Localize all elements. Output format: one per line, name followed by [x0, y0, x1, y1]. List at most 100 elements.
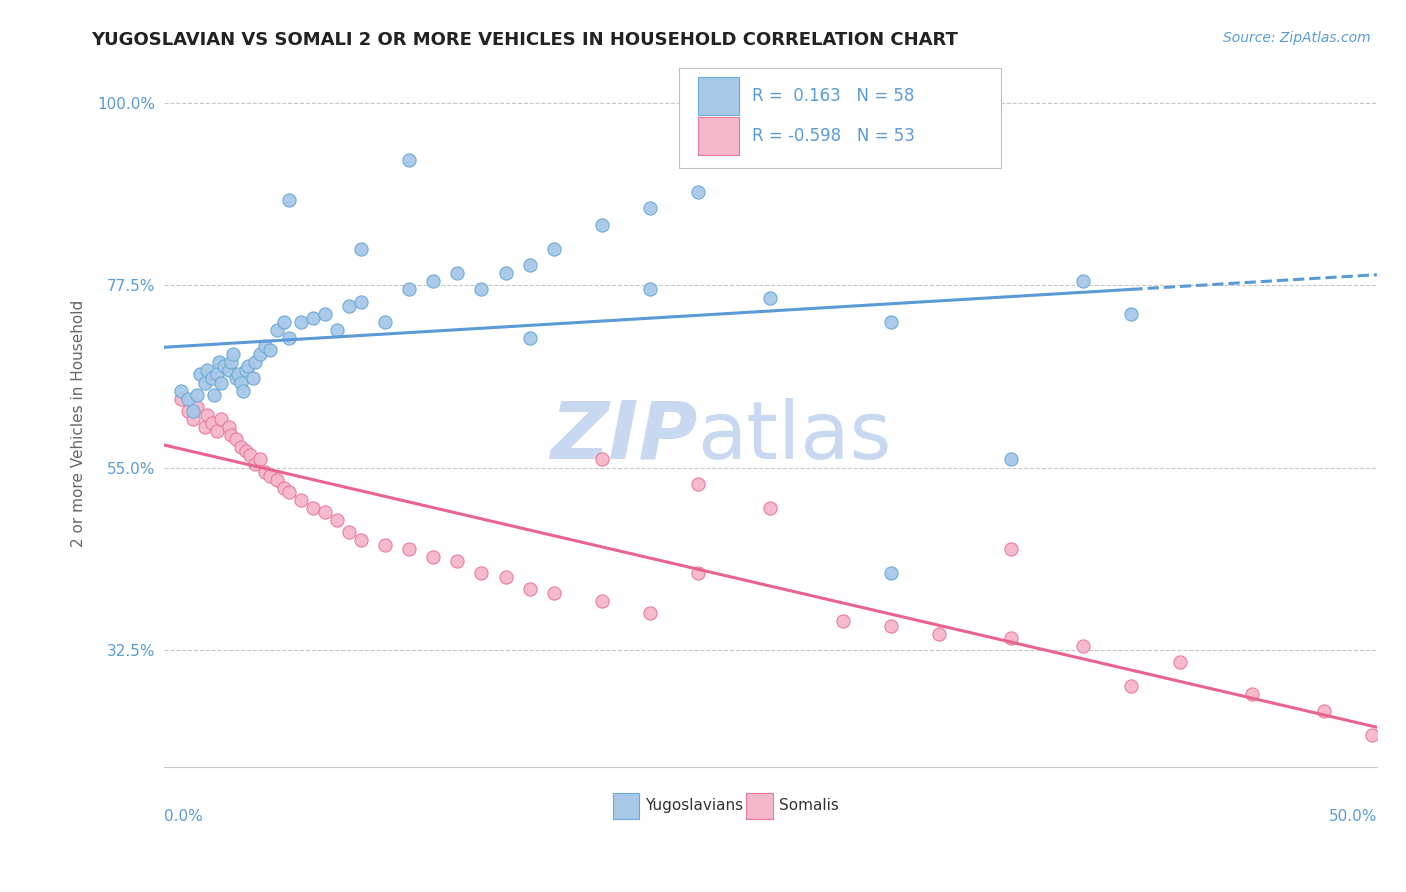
Text: 50.0%: 50.0% [1329, 808, 1376, 823]
Point [249, 452, 271, 467]
Point [259, 343, 281, 358]
Point [208, 355, 231, 369]
Bar [697, 78, 738, 115]
Text: YUGOSLAVIAN VS SOMALI 2 OR MORE VEHICLES IN HOUSEHOLD CORRELATION CHART: YUGOSLAVIAN VS SOMALI 2 OR MORE VEHICLES… [91, 31, 959, 49]
Point [638, 202, 661, 216]
Point [273, 481, 295, 495]
Point [543, 242, 565, 256]
Point [242, 371, 264, 385]
Point [350, 533, 373, 548]
Point [211, 376, 233, 390]
Point [195, 363, 218, 377]
Point [169, 384, 191, 398]
Text: Yugoslavians: Yugoslavians [645, 798, 744, 814]
Point [470, 282, 492, 296]
Text: R =  0.163   N = 58: R = 0.163 N = 58 [752, 87, 914, 105]
Point [1121, 307, 1143, 321]
Point [519, 258, 541, 272]
Point [277, 194, 299, 208]
Point [218, 363, 240, 377]
Point [519, 582, 541, 596]
Point [422, 549, 444, 564]
Point [202, 387, 225, 401]
Point [350, 294, 373, 309]
Text: ZIP: ZIP [550, 398, 697, 475]
Bar [747, 793, 773, 819]
Point [446, 554, 468, 568]
Point [1071, 639, 1094, 653]
Point [302, 310, 325, 325]
Point [543, 586, 565, 600]
Point [243, 355, 266, 369]
Point [350, 242, 373, 256]
Text: 0.0%: 0.0% [163, 808, 202, 823]
Bar [613, 793, 640, 819]
Point [201, 371, 224, 385]
Point [195, 408, 218, 422]
Point [253, 465, 276, 479]
Point [181, 404, 204, 418]
Point [314, 307, 336, 321]
Point [688, 476, 710, 491]
Point [374, 537, 396, 551]
Text: atlas: atlas [697, 398, 891, 475]
Point [235, 363, 257, 377]
Point [212, 359, 235, 374]
Point [688, 566, 710, 580]
Point [337, 525, 360, 540]
Y-axis label: 2 or more Vehicles in Household: 2 or more Vehicles in Household [72, 300, 86, 547]
Point [205, 424, 228, 438]
Point [239, 449, 262, 463]
Point [446, 266, 468, 280]
Point [1361, 728, 1384, 742]
Point [181, 412, 204, 426]
Point [266, 473, 288, 487]
Point [638, 607, 661, 621]
Point [398, 282, 420, 296]
Point [1168, 655, 1191, 669]
Point [1240, 687, 1263, 701]
Point [186, 387, 208, 401]
Point [495, 570, 517, 584]
Point [326, 513, 349, 527]
Point [495, 266, 517, 280]
Point [169, 392, 191, 406]
Point [211, 412, 233, 426]
Point [177, 404, 200, 418]
Point [225, 432, 247, 446]
Point [218, 420, 240, 434]
Point [326, 323, 349, 337]
Point [259, 468, 281, 483]
Point [1121, 679, 1143, 693]
Point [879, 618, 901, 632]
Point [232, 384, 254, 398]
Point [243, 457, 266, 471]
Point [205, 368, 228, 382]
Point [1000, 452, 1022, 467]
Point [398, 541, 420, 556]
Point [591, 218, 613, 232]
FancyBboxPatch shape [679, 69, 1001, 169]
Point [253, 339, 276, 353]
Point [277, 331, 299, 345]
Point [759, 501, 782, 516]
Point [226, 368, 249, 382]
Text: Source: ZipAtlas.com: Source: ZipAtlas.com [1223, 31, 1371, 45]
Point [290, 315, 312, 329]
Point [188, 368, 211, 382]
Point [398, 153, 420, 167]
Point [591, 594, 613, 608]
Point [186, 400, 208, 414]
Point [831, 615, 853, 629]
Point [236, 359, 259, 374]
Point [470, 566, 492, 580]
Bar [697, 117, 738, 154]
Text: R = -0.598   N = 53: R = -0.598 N = 53 [752, 127, 915, 145]
Point [222, 347, 245, 361]
Point [374, 315, 396, 329]
Point [928, 626, 950, 640]
Point [229, 376, 252, 390]
Point [759, 291, 782, 305]
Point [688, 185, 710, 199]
Point [1000, 631, 1022, 645]
